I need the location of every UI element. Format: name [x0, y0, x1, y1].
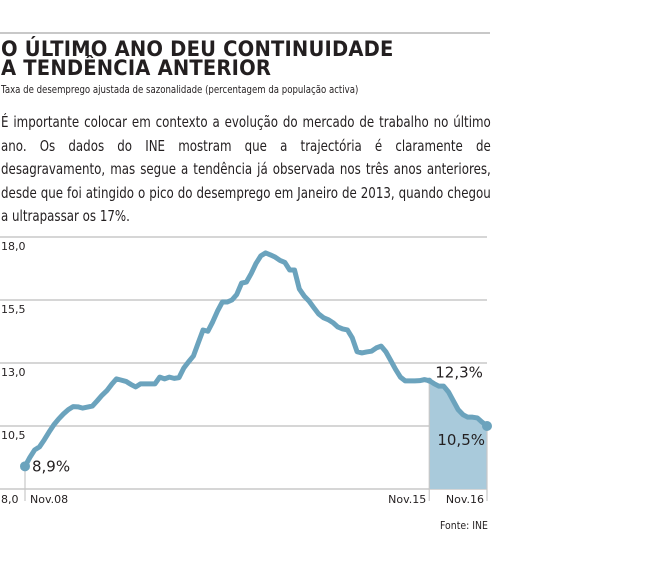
data-label: 10,5% [437, 431, 485, 449]
title-line-2: A TENDÊNCIA ANTERIOR [1, 56, 272, 80]
gridlines [0, 236, 487, 490]
chart-subtitle: Taxa de desemprego ajustada de sazonalid… [1, 83, 359, 96]
top-rule [0, 32, 490, 34]
unemployment-line [22, 250, 490, 469]
data-label: 12,3% [435, 364, 483, 382]
series-line [22, 250, 490, 469]
data-point [482, 421, 492, 431]
labels: 8,0 10,5 13,0 15,5 18,0 Nov.08 Nov.15 Nov.16 8,9… [1, 240, 485, 506]
source-note: Fonte: INE [440, 519, 488, 532]
x-tick-label: Nov.08 [30, 493, 68, 506]
x-tick-label: Nov.16 [446, 493, 484, 506]
x-axis-ticks [24, 380, 488, 501]
highlight-fill [429, 380, 487, 489]
y-tick-label: 15,5 [1, 303, 26, 316]
y-tick-label: 8,0 [1, 493, 19, 506]
line-chart: 8,0 10,5 13,0 15,5 18,0 Nov.08 Nov.15 Nov.16 8,9… [0, 236, 492, 506]
y-tick-label: 13,0 [1, 366, 26, 379]
title-line-1: O ÚLTIMO ANO DEU CONTINUIDADE [1, 37, 394, 61]
y-tick-label: 10,5 [1, 429, 26, 442]
y-tick-label: 18,0 [1, 240, 26, 253]
annotation-points [20, 377, 492, 472]
highlight-area [429, 380, 487, 489]
data-point [426, 377, 433, 384]
data-label: 8,9% [32, 457, 70, 475]
chart-title: O ÚLTIMO ANO DEU CONTINUIDADE A TENDÊNCI… [1, 37, 457, 80]
body-paragraph: É importante colocar em contexto a evolu… [1, 113, 491, 225]
data-point [20, 461, 30, 472]
x-tick-label: Nov.15 [388, 493, 426, 506]
